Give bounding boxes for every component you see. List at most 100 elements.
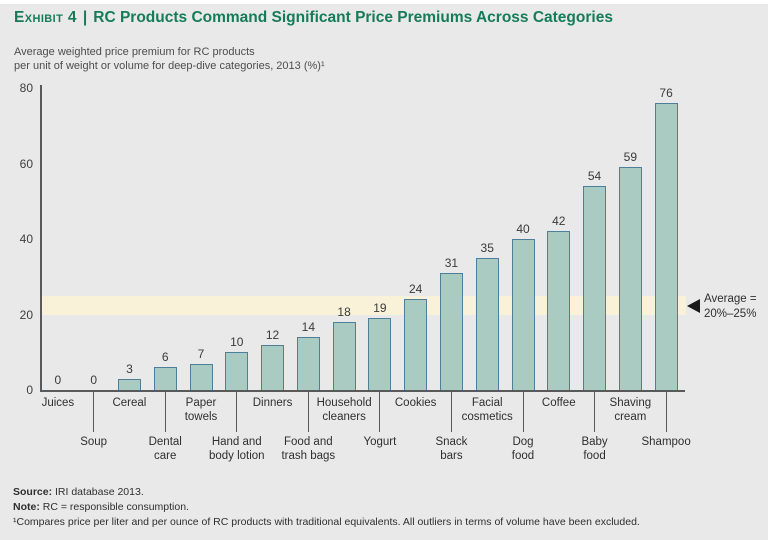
x-axis-leader-line	[307, 391, 309, 432]
bar	[547, 231, 571, 390]
x-axis-category-label: Facial cosmetics	[449, 397, 525, 424]
average-band-annotation: Average = 20%–25%	[704, 292, 757, 322]
bar-value-label: 14	[301, 320, 315, 335]
x-axis-category-label: Shampoo	[628, 436, 704, 450]
x-axis-leader-line	[450, 391, 452, 432]
x-axis-category-label-line: Shampoo	[641, 436, 691, 448]
x-axis-category-label-line: Baby	[581, 436, 608, 448]
x-axis-category-label-line: Household	[316, 397, 372, 409]
note-line: Note: RC = responsible consumption.	[13, 500, 640, 515]
source-label: Source:	[13, 486, 53, 498]
bar	[117, 378, 141, 390]
source-text: IRI database 2013.	[52, 486, 144, 498]
x-axis-category-label-line: cosmetics	[461, 410, 513, 423]
x-axis-category-label: Cereal	[91, 397, 167, 411]
x-axis-category-label: Snack bars	[413, 436, 489, 463]
x-axis-category-label: Dog food	[485, 436, 561, 463]
note-label: Note:	[13, 501, 40, 513]
x-axis-category-label-line: towels	[184, 410, 218, 423]
x-axis-category-label-line: Food and	[284, 436, 333, 448]
bar-value-label: 3	[126, 361, 133, 376]
bar	[404, 299, 428, 390]
x-axis-category-label: Hand and body lotion	[199, 436, 275, 463]
average-band-annotation-line2: 20%–25%	[704, 308, 757, 320]
x-axis-category-label-line: Juices	[41, 397, 75, 409]
x-axis-leader-line	[379, 391, 381, 432]
x-axis-category-label-line: Coffee	[541, 397, 576, 409]
y-axis-tick-label: 60	[19, 156, 33, 171]
bar	[618, 167, 642, 390]
bar-value-label: 19	[373, 301, 387, 316]
chart-subtitle-line2: per unit of weight or volume for deep-di…	[14, 60, 325, 72]
y-axis-tick-label: 80	[19, 81, 33, 95]
bar	[368, 318, 392, 390]
bar	[654, 103, 678, 390]
bar-value-label: 24	[408, 282, 423, 297]
x-axis-line	[40, 390, 685, 392]
bar	[296, 337, 320, 390]
bar	[439, 272, 463, 390]
x-axis-category-label-line: Cookies	[394, 397, 437, 409]
x-axis-category-label-line: Dog	[512, 436, 534, 448]
bar-value-label: 7	[197, 346, 205, 361]
x-axis-category-label: Coffee	[521, 397, 597, 411]
x-axis-category-label-line: Snack	[435, 436, 468, 448]
bar	[189, 363, 213, 390]
x-axis-category-label: Juices	[20, 397, 96, 411]
x-axis-category-label: Yogurt	[342, 436, 418, 450]
y-axis-tick-label: 20	[19, 307, 33, 322]
bar-value-label: 76	[659, 86, 673, 101]
source-line: Source: IRI database 2013.	[13, 485, 640, 500]
exhibit-title: RC Products Command Significant Price Pr…	[93, 9, 613, 26]
bar-value-label: 12	[265, 327, 280, 342]
x-axis-category-label-line: body lotion	[208, 449, 265, 462]
bar	[511, 239, 535, 390]
average-band-annotation-line1: Average =	[704, 293, 757, 305]
x-axis-category-label-line: Paper	[185, 397, 217, 409]
bar	[225, 352, 249, 390]
x-axis-category-label: Shaving cream	[592, 397, 668, 424]
x-axis-category-label-line: food	[511, 449, 535, 462]
note-text: RC = responsible consumption.	[39, 501, 189, 513]
x-axis-category-label: Paper towels	[163, 397, 239, 424]
bar	[261, 344, 285, 390]
x-axis-category-label: Dinners	[235, 397, 311, 411]
bar-value-label: 0	[54, 373, 62, 387]
x-axis-category-label-line: Shaving	[609, 397, 652, 409]
chart-footer: Source: IRI database 2013. Note: RC = re…	[13, 485, 640, 530]
exhibit-header: Exhibit 4 | RC Products Command Significan…	[14, 9, 613, 27]
x-axis-category-label-line: Dinners	[252, 397, 293, 409]
x-axis-category-label-line: cream	[614, 410, 647, 423]
y-axis-tick-label: 40	[19, 232, 33, 246]
bar	[475, 257, 499, 390]
x-axis-category-label-line: care	[154, 449, 177, 462]
bar-value-label: 6	[161, 350, 169, 365]
footnote-line: ¹Compares price per liter and per ounce …	[13, 516, 640, 528]
x-axis-category-label-line: Hand and	[211, 436, 262, 448]
bar-value-label: 0	[90, 373, 97, 387]
x-axis-category-label: Food and trash bags	[270, 436, 346, 463]
x-axis-category-label: Dental care	[127, 436, 203, 463]
y-axis-tick-label: 0	[26, 383, 33, 397]
x-axis-leader-line	[665, 391, 667, 432]
average-band-arrow-icon	[687, 299, 700, 313]
bar-value-label: 59	[623, 150, 637, 165]
x-axis-category-label: Baby food	[557, 436, 633, 463]
bar-value-label: 42	[552, 214, 566, 229]
x-axis-category-label-line: food	[583, 449, 606, 462]
bar-value-label: 10	[230, 335, 244, 350]
x-axis-leader-line	[236, 391, 238, 432]
bar-value-label: 40	[516, 222, 530, 236]
x-axis-category-label-line: trash bags	[281, 449, 336, 462]
x-axis-category-label-line: Dental	[148, 436, 182, 448]
bar-value-label: 35	[480, 240, 494, 255]
x-axis-category-label: Household cleaners	[306, 397, 382, 424]
x-axis-leader-line	[93, 391, 95, 432]
header-separator: |	[82, 9, 88, 26]
exhibit-number-label: Exhibit 4	[14, 9, 77, 26]
y-axis-line	[40, 85, 42, 391]
bar	[332, 322, 356, 390]
x-axis-category-label-line: Yogurt	[363, 436, 397, 448]
bar-value-label: 31	[444, 255, 459, 270]
